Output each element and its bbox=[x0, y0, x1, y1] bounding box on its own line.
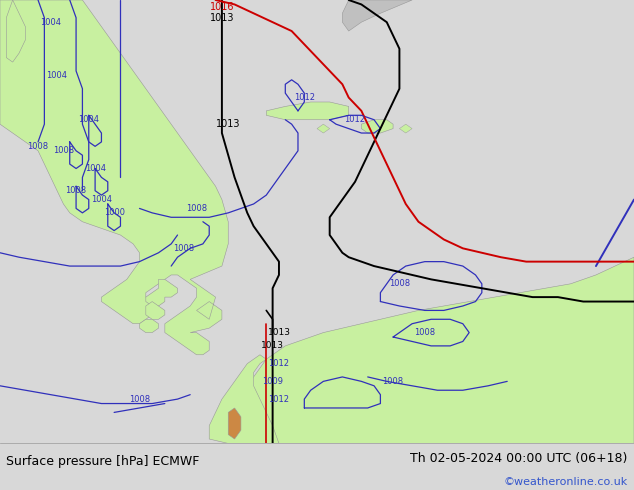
Text: 1008: 1008 bbox=[53, 147, 74, 155]
Text: 1008: 1008 bbox=[65, 186, 87, 195]
Text: 1004: 1004 bbox=[84, 164, 106, 173]
Text: 1012: 1012 bbox=[268, 394, 290, 404]
Polygon shape bbox=[146, 279, 178, 306]
Text: 1008: 1008 bbox=[389, 279, 410, 288]
Text: 1012: 1012 bbox=[268, 359, 290, 368]
Polygon shape bbox=[228, 408, 241, 439]
Text: 1004: 1004 bbox=[91, 195, 112, 204]
Polygon shape bbox=[399, 124, 412, 133]
Text: 1008: 1008 bbox=[414, 328, 436, 337]
Text: ©weatheronline.co.uk: ©weatheronline.co.uk bbox=[503, 477, 628, 487]
Text: 1012: 1012 bbox=[344, 115, 366, 124]
Text: 1008: 1008 bbox=[129, 394, 150, 404]
Polygon shape bbox=[342, 0, 412, 31]
Text: 1013: 1013 bbox=[261, 342, 284, 350]
Text: 1000: 1000 bbox=[103, 208, 125, 218]
Text: 1008: 1008 bbox=[27, 142, 49, 151]
Text: 1013: 1013 bbox=[210, 13, 234, 23]
Text: 1013: 1013 bbox=[268, 328, 290, 337]
Polygon shape bbox=[139, 319, 158, 333]
Text: 1008: 1008 bbox=[186, 204, 207, 213]
Text: 1012: 1012 bbox=[294, 93, 315, 102]
Polygon shape bbox=[266, 102, 349, 120]
Polygon shape bbox=[0, 0, 228, 355]
Text: 1004: 1004 bbox=[78, 115, 100, 124]
Polygon shape bbox=[6, 0, 25, 62]
Text: 1009: 1009 bbox=[262, 377, 283, 386]
Text: 1008: 1008 bbox=[173, 244, 195, 253]
Text: 1008: 1008 bbox=[382, 377, 404, 386]
Polygon shape bbox=[146, 301, 165, 319]
Text: 1004: 1004 bbox=[46, 71, 68, 80]
Polygon shape bbox=[247, 257, 634, 443]
Text: 1013: 1013 bbox=[216, 119, 240, 129]
Text: Surface pressure [hPa] ECMWF: Surface pressure [hPa] ECMWF bbox=[6, 455, 200, 467]
Polygon shape bbox=[209, 355, 279, 443]
Text: 1004: 1004 bbox=[40, 18, 61, 26]
Polygon shape bbox=[361, 120, 393, 133]
Polygon shape bbox=[317, 124, 330, 133]
Text: Th 02-05-2024 00:00 UTC (06+18): Th 02-05-2024 00:00 UTC (06+18) bbox=[410, 452, 628, 465]
Text: 1016: 1016 bbox=[210, 1, 234, 12]
